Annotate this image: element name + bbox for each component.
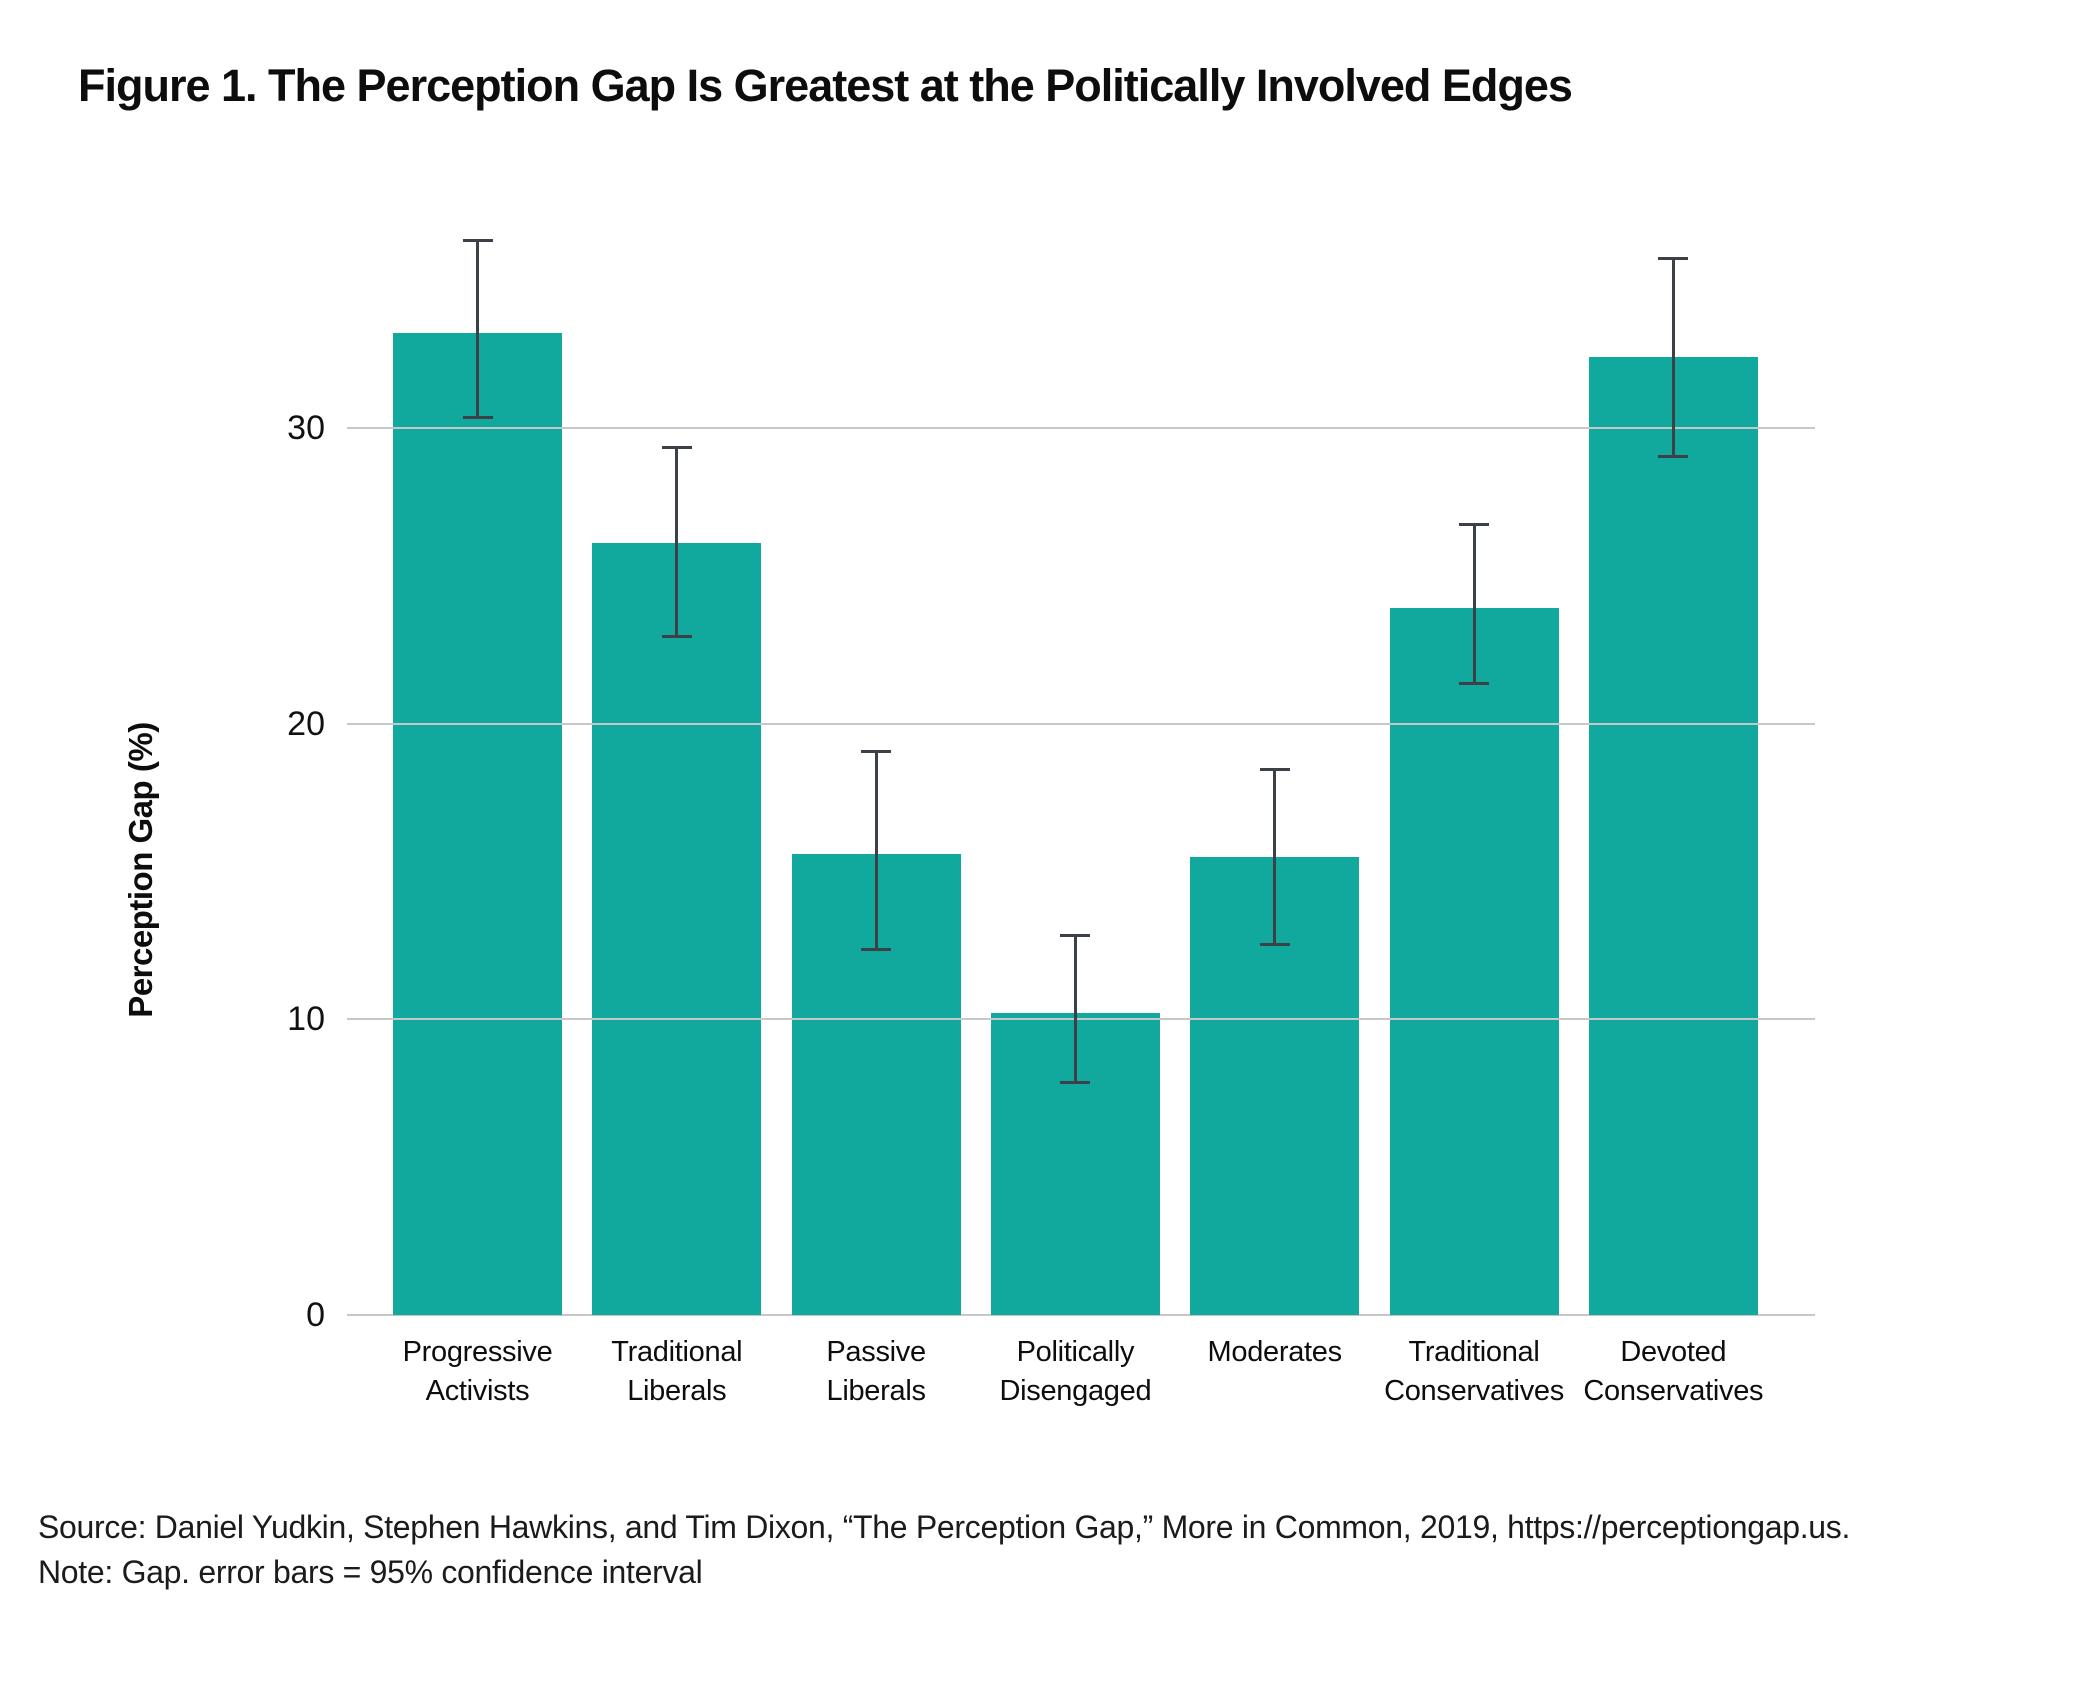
- bar-traditional-conservatives: [1389, 608, 1559, 1315]
- x-tick-label-politically-disengaged: Politically Disengaged: [999, 1333, 1151, 1411]
- error-bar-cap-bottom-moderates: [1259, 942, 1290, 946]
- gridline-0: [347, 1314, 1815, 1316]
- x-tick-label-line: Traditional: [611, 1336, 743, 1368]
- caption-block: Source: Daniel Yudkin, Stephen Hawkins, …: [38, 1505, 1850, 1595]
- error-bar-cap-top-devoted-conservatives: [1658, 256, 1689, 260]
- source-text: Source: Daniel Yudkin, Stephen Hawkins, …: [38, 1509, 1851, 1545]
- x-tick-label-line: Liberals: [826, 1375, 926, 1407]
- x-tick-label-line: Liberals: [627, 1375, 727, 1407]
- gridline-10: [347, 1018, 1815, 1021]
- y-tick-label-30: 30: [287, 409, 325, 448]
- error-bar-cap-top-traditional-conservatives: [1459, 522, 1489, 526]
- error-bar-cap-top-politically-disengaged: [1060, 933, 1091, 937]
- x-tick-label-line: Politically: [1016, 1336, 1135, 1368]
- x-tick-label-passive-liberals: Passive Liberals: [826, 1333, 926, 1411]
- bar-traditional-liberals: [592, 543, 762, 1315]
- y-axis-title: Perception Gap (%): [122, 722, 159, 1018]
- x-tick-label-progressive-activists: Progressive Activists: [403, 1333, 553, 1411]
- x-tick-label-line: Devoted: [1620, 1336, 1727, 1368]
- error-bar-line-moderates: [1273, 771, 1277, 943]
- x-tick-label-line: Activists: [425, 1375, 530, 1407]
- error-bar-cap-bottom-devoted-conservatives: [1658, 454, 1689, 458]
- x-tick-label-traditional-conservatives: Traditional Conservatives: [1384, 1333, 1564, 1411]
- error-bar-cap-bottom-traditional-conservatives: [1459, 682, 1489, 686]
- x-tick-label-line: Progressive: [402, 1336, 553, 1368]
- error-bar-cap-top-traditional-liberals: [661, 445, 692, 449]
- x-tick-label-line: Passive: [826, 1336, 926, 1368]
- error-bar-cap-top-moderates: [1259, 768, 1290, 772]
- error-bar-line-traditional-conservatives: [1472, 525, 1476, 683]
- y-tick-label-10: 10: [287, 1000, 325, 1039]
- error-bar-line-passive-liberals: [874, 753, 878, 949]
- error-bar-cap-bottom-progressive-activists: [462, 416, 493, 420]
- figure-title: Figure 1. The Perception Gap Is Greatest…: [78, 60, 1573, 111]
- x-tick-label-traditional-liberals: Traditional Liberals: [611, 1333, 742, 1411]
- note-text: Note: Gap. error bars = 95% confidence i…: [38, 1554, 703, 1590]
- error-bar-line-devoted-conservatives: [1671, 259, 1675, 455]
- plot-area: [347, 230, 1815, 1316]
- error-bar-cap-bottom-politically-disengaged: [1060, 1081, 1091, 1085]
- bar-progressive-activists: [393, 333, 562, 1315]
- gridline-20: [347, 722, 1815, 725]
- gridline-30: [347, 427, 1815, 430]
- y-tick-label-20: 20: [287, 704, 325, 743]
- x-tick-label-moderates: Moderates: [1207, 1333, 1343, 1372]
- x-tick-label-line: Traditional: [1408, 1336, 1540, 1368]
- x-tick-label-line: Conservatives: [1384, 1375, 1564, 1407]
- error-bar-cap-top-progressive-activists: [462, 238, 493, 242]
- x-tick-label-devoted-conservatives: Devoted Conservatives: [1583, 1333, 1763, 1411]
- error-bar-line-progressive-activists: [476, 241, 479, 417]
- x-tick-label-line: Disengaged: [999, 1375, 1152, 1407]
- error-bar-line-politically-disengaged: [1073, 936, 1077, 1082]
- error-bar-cap-bottom-passive-liberals: [861, 948, 892, 952]
- bar-devoted-conservatives: [1588, 357, 1758, 1315]
- error-bar-line-traditional-liberals: [675, 448, 679, 636]
- error-bar-cap-bottom-traditional-liberals: [661, 635, 692, 639]
- error-bar-cap-top-passive-liberals: [861, 750, 892, 754]
- y-tick-label-0: 0: [306, 1296, 325, 1334]
- x-tick-label-line: Moderates: [1207, 1336, 1343, 1368]
- x-tick-label-line: Conservatives: [1583, 1375, 1764, 1407]
